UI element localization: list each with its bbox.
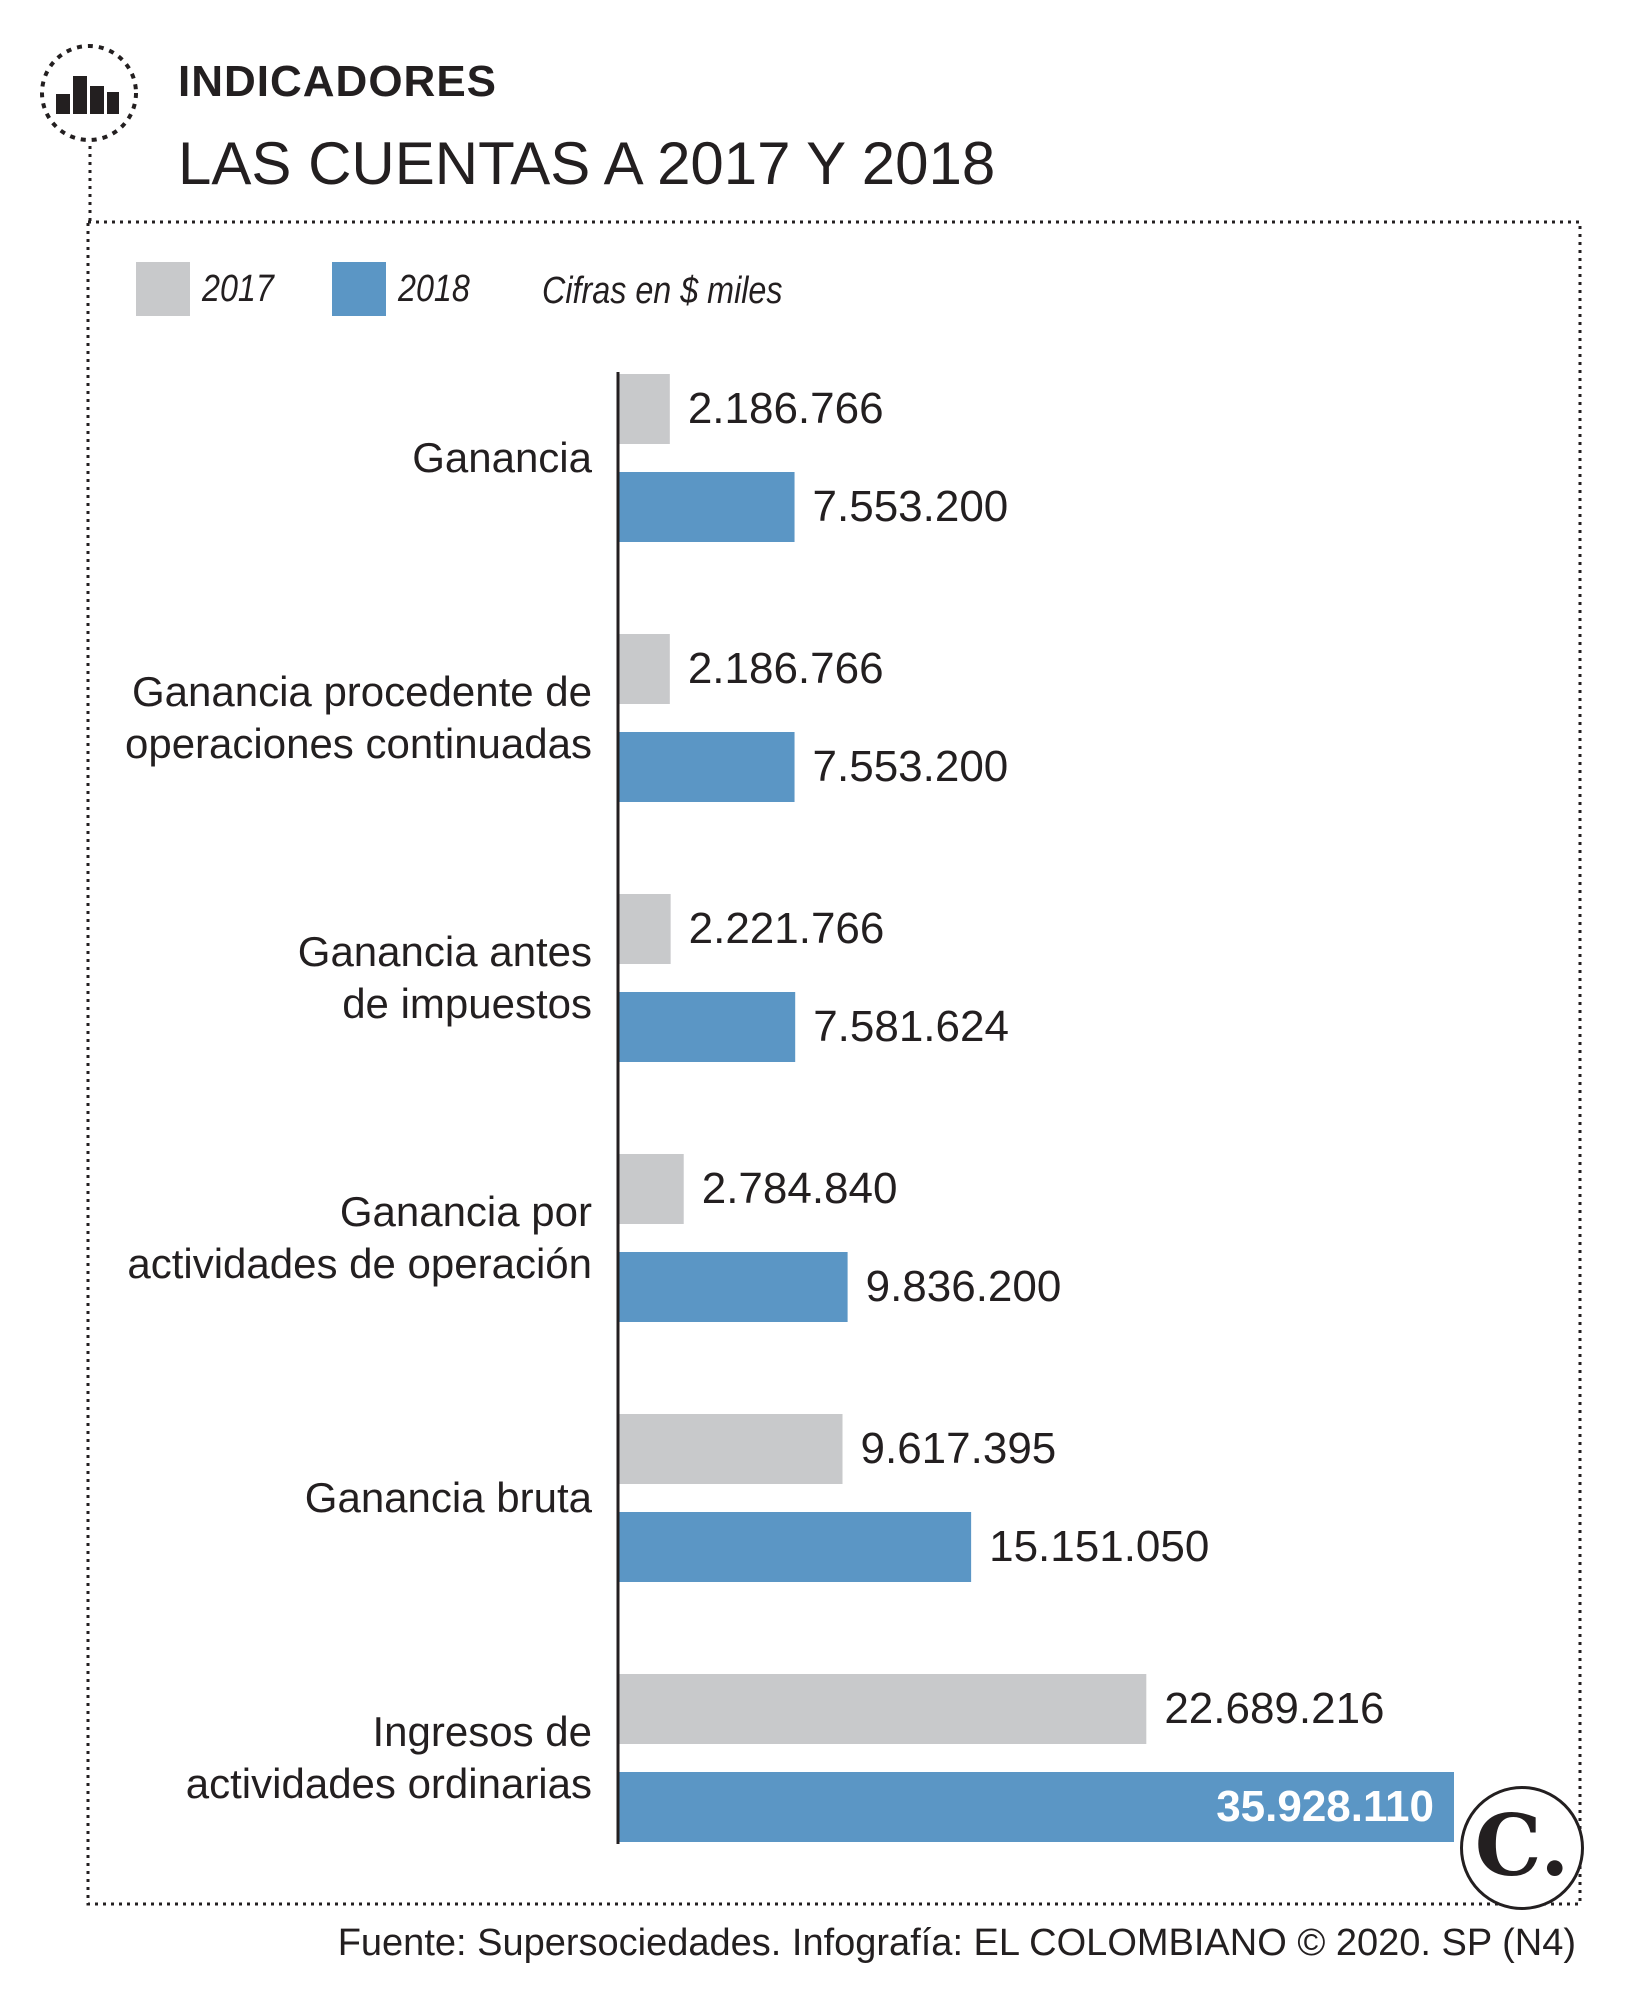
bar-2017-4 (619, 1414, 843, 1484)
bar-2017-2 (619, 894, 671, 964)
legend-item-2018: 2018 (332, 262, 483, 316)
category-label-2: Ganancia antes de impuestos (298, 928, 592, 1027)
bar-2018-4 (619, 1512, 972, 1582)
section-label: INDICADORES (178, 57, 498, 106)
legend-item-2017: 2017 (136, 262, 287, 316)
category-label-0: Ganancia (412, 434, 592, 481)
category-label-5: Ingresos de actividades ordinarias (186, 1708, 592, 1807)
value-label-2018-0: 7.553.200 (813, 482, 1009, 531)
value-label-2017-5: 22.689.216 (1164, 1684, 1384, 1733)
units-note: Cifras en $ miles (542, 270, 783, 312)
value-label-2018-3: 9.836.200 (866, 1262, 1062, 1311)
value-label-2018-1: 7.553.200 (813, 742, 1009, 791)
value-label-2017-3: 2.784.840 (702, 1164, 898, 1213)
value-label-2017-4: 9.617.395 (861, 1424, 1057, 1473)
value-label-2017-1: 2.186.766 (688, 644, 884, 693)
value-label-2017-0: 2.186.766 (688, 384, 884, 433)
value-label-2017-2: 2.221.766 (689, 904, 885, 953)
bar-2017-3 (619, 1154, 684, 1224)
bar-2017-1 (619, 634, 670, 704)
value-label-2018-2: 7.581.624 (813, 1002, 1009, 1051)
legend-swatch-2018 (332, 262, 386, 316)
bar-2018-3 (619, 1252, 848, 1322)
category-label-3: Ganancia por actividades de operación (127, 1188, 592, 1287)
el-colombiano-logo: C. (1460, 1786, 1584, 1910)
bar-2017-5 (619, 1674, 1147, 1744)
source-credit: Fuente: Supersociedades. Infografía: EL … (337, 1922, 1576, 1964)
legend-label-2018: 2018 (398, 267, 470, 310)
value-label-2018-5: 35.928.110 (1216, 1782, 1434, 1831)
logo-letter: C. (1474, 1796, 1570, 1895)
legend-label-2017: 2017 (202, 267, 274, 310)
bar-2018-5 (619, 1772, 1454, 1842)
category-label-1: Ganancia procedente de operaciones contin… (125, 668, 592, 767)
bar-2017-0 (619, 374, 670, 444)
dotted-frame (86, 220, 1582, 1906)
chart-title: LAS CUENTAS A 2017 Y 2018 (178, 130, 996, 197)
bar-2018-1 (619, 732, 795, 802)
bar-chart-icon (40, 44, 138, 142)
legend-swatch-2017 (136, 262, 190, 316)
bar-2018-2 (619, 992, 796, 1062)
dotted-connector (88, 146, 92, 224)
bar-2018-0 (619, 472, 795, 542)
category-label-4: Ganancia bruta (305, 1474, 593, 1521)
value-label-2018-4: 15.151.050 (989, 1522, 1209, 1571)
